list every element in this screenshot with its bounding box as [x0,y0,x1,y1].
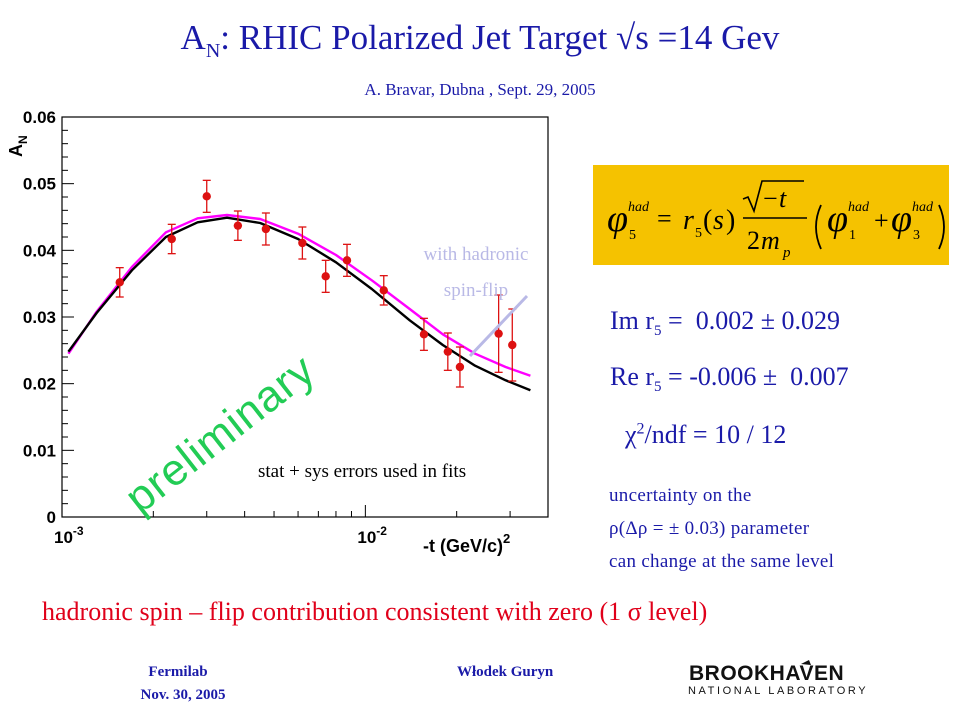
im-sub: 5 [654,323,662,340]
y-tick-label: 0.06 [23,108,56,127]
svg-text:had: had [848,200,870,215]
data-point [321,272,330,281]
with-flip-pointer [468,294,529,358]
logo-swoosh [801,660,811,665]
svg-text:3: 3 [913,228,920,243]
chi-value: /ndf = 10 / 12 [644,420,787,449]
y-tick-label: 0.04 [23,241,57,260]
svg-text:φ: φ [827,198,848,240]
svg-text:2: 2 [747,226,760,255]
svg-text:+: + [874,206,889,235]
logo-subtitle: NATIONAL LABORATORY [688,685,868,697]
re-r5-result: Re r5 = -0.006 ± 0.007 [610,362,849,396]
chi-sup: 2 [636,420,645,438]
footer-institution: Fermilab [148,664,208,680]
svg-text:5: 5 [629,228,636,243]
svg-text:=: = [657,204,672,233]
im-r5-result: Im r5 = 0.002 ± 0.029 [610,306,840,340]
data-point [202,192,211,201]
svg-text:): ) [726,205,735,236]
svg-text:p: p [782,245,791,261]
preliminary-watermark: preliminary [116,345,324,523]
title-rest: : RHIC Polarized Jet Target √s =14 Gev [220,18,780,57]
errors-note: stat + sys errors used in fits [258,461,466,482]
y-tick-label: 0.01 [23,441,56,460]
data-point [298,238,307,248]
svg-text:5: 5 [695,226,702,241]
slide-subtitle: A. Bravar, Dubna , Sept. 29, 2005 [364,80,596,99]
x-tick-label: 10-2 [357,524,387,547]
chi2-result: χ2/ndf = 10 / 12 [625,420,786,450]
uncertainty-line-1: uncertainty on the [609,485,752,506]
svg-text:−: − [763,184,778,213]
x-tick-label: 10-3 [54,524,84,547]
data-point [342,256,352,265]
uncertainty-line-3: can change at the same level [609,551,835,572]
svg-text:(: ( [703,205,712,236]
im-value: = 0.002 ± 0.029 [661,306,840,335]
y-tick-label: 0.05 [23,175,56,194]
svg-text:φ: φ [891,198,912,240]
with-flip-label-line-1: with hadronic [423,244,528,265]
data-point [455,362,465,372]
an-vs-t-chart: 0 0.01 0.02 0.03 0.04 0.05 0.06 10-3 10-2 AN -t (G… [6,108,549,556]
fit-curve-no-spin-flip [67,216,531,392]
data-point [167,234,176,244]
y-tick-label: 0 [47,508,56,527]
x-axis-label: -t (GeV/c)2 [423,531,510,556]
data-point [508,340,517,350]
data-point [379,286,388,295]
title-a: A [180,18,206,57]
chi-symbol: χ [625,420,637,449]
data-point [419,330,429,339]
y-tick-label: 0.03 [23,308,56,327]
formula-equation: φ had 5 = r 5 ( s ) − t 2 m p φ had 1 + … [607,180,945,261]
svg-text:r: r [683,205,694,236]
footer-author: Włodek Guryn [457,664,554,680]
svg-text:had: had [912,200,934,215]
plot-frame [61,116,549,518]
slide-title: AN: RHIC Polarized Jet Target √s =14 Gev [0,18,960,63]
re-value: = -0.006 ± 0.007 [661,362,849,391]
data-point [443,347,453,356]
svg-text:had: had [628,200,650,215]
data-point [233,221,243,230]
data-point [494,329,503,338]
y-axis-label: AN [6,135,30,157]
data-point [115,278,124,287]
svg-text:φ: φ [607,198,628,240]
title-sub: N [205,40,221,62]
brookhaven-logo: BROOKHAVEN NATIONAL LABORATORY [688,660,868,697]
uncertainty-line-2: ρ(Δρ = ± 0.03) parameter [609,518,810,539]
data-point [261,224,271,234]
formula-box: φ had 5 = r 5 ( s ) − t 2 m p φ had 1 + … [593,165,949,265]
fit-curve-with-spin-flip [67,213,531,377]
svg-text:s: s [713,205,724,236]
logo-name: BROOKHAVEN [689,662,844,685]
svg-text:1: 1 [849,228,856,243]
footer-date: Nov. 30, 2005 [140,687,226,703]
im-label: Im r [610,306,655,335]
y-tick-label: 0.02 [23,375,56,394]
conclusion-text: hadronic spin – flip contribution consis… [42,597,708,626]
re-sub: 5 [654,379,662,396]
with-flip-label-line-2: spin-flip [444,280,508,301]
re-label: Re r [610,362,655,391]
svg-text:t: t [779,184,787,213]
svg-text:m: m [761,226,780,255]
